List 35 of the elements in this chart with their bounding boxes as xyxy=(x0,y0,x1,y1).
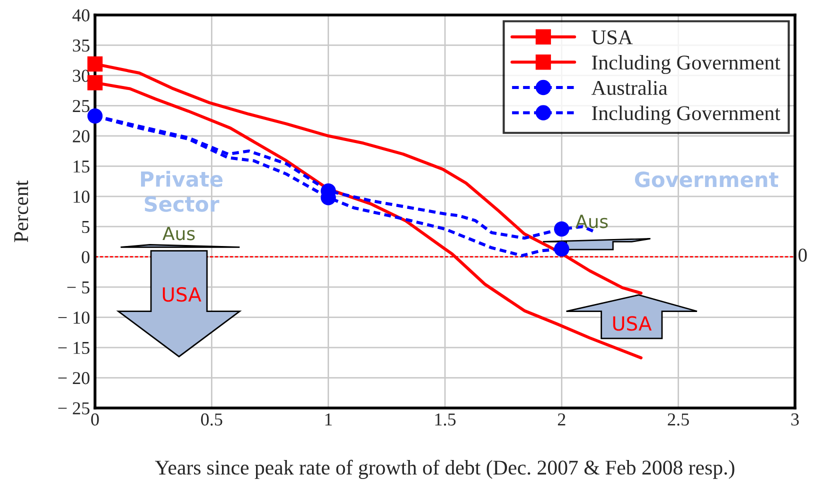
x-tick-label: 2.5 xyxy=(668,413,689,426)
point xyxy=(554,221,570,237)
y-tick-label: − 20 xyxy=(58,372,90,384)
y-tick-label: 15 xyxy=(74,160,90,173)
y-tick-label: 35 xyxy=(72,40,90,52)
legend-label: Including Government xyxy=(592,54,780,74)
annotation: USA xyxy=(613,316,652,331)
annotation: Aus xyxy=(576,214,608,228)
x-tick-label: 0 xyxy=(91,413,99,426)
annotation: Aus xyxy=(162,226,195,240)
x-tick-label: 0.5 xyxy=(201,413,222,426)
legend-label: USA xyxy=(592,30,633,44)
y-tick-label: − 15 xyxy=(58,342,90,354)
y-tick-label: 25 xyxy=(72,100,90,112)
annotation: Government xyxy=(634,172,778,188)
legend-label: Australia xyxy=(591,80,668,95)
y-axis-title: Percent xyxy=(14,180,28,242)
x-tick-label: 1.5 xyxy=(435,413,456,426)
legend-label: Including Government xyxy=(592,106,780,125)
annotation: Private Sector xyxy=(141,170,223,212)
y-tick-label: 0 xyxy=(82,251,90,264)
y-tick-label: − 5 xyxy=(67,282,90,294)
ref-line-label: 0 xyxy=(798,248,807,262)
annotation: USA xyxy=(162,287,202,302)
y-tick-label: 5 xyxy=(82,221,90,234)
y-tick-label: 20 xyxy=(72,130,90,142)
y-tick-label: − 25 xyxy=(58,402,90,414)
y-tick-label: 10 xyxy=(74,190,90,203)
y-tick-label: − 10 xyxy=(58,312,90,324)
point xyxy=(554,241,570,257)
x-tick-label: 1 xyxy=(325,413,332,426)
y-tick-label: 40 xyxy=(72,9,90,22)
x-tick-label: 2 xyxy=(558,413,566,426)
x-axis-title: Years since peak rate of growth of debt (Dec. 2007 & Feb 2008 resp.) xyxy=(154,460,734,479)
x-tick-label: 3 xyxy=(791,413,799,426)
